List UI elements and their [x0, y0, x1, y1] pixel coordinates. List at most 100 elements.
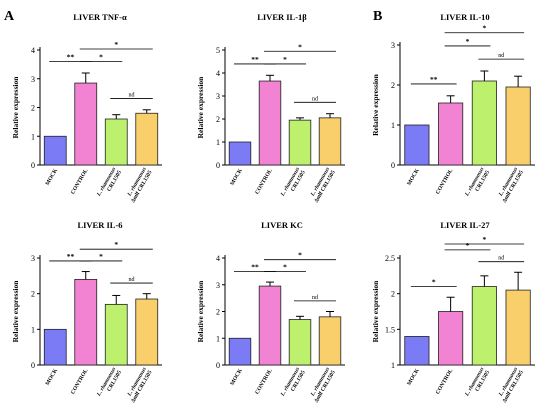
significance-label: * [283, 55, 287, 64]
y-tick-label: 2 [391, 290, 395, 299]
bar-l-rhamnosus-crl1505 [104, 118, 128, 166]
y-tick-label: 2 [31, 290, 35, 299]
bar-l-rhamnosus-mlf-crl1505 [505, 289, 531, 366]
x-tick-label: MOCK [230, 367, 245, 386]
x-tick-label: L. rhamnosus∆mlf CRL1505 [125, 366, 154, 404]
y-tick-label: 0 [216, 161, 220, 170]
y-tick-label: 1 [31, 132, 35, 141]
significance-label: * [483, 24, 487, 33]
y-tick-label: 0 [391, 161, 395, 170]
bar-control [258, 285, 282, 366]
y-tick-label: 3 [31, 254, 35, 263]
y-tick-label: 4 [31, 46, 35, 55]
x-tick-label: L. rhamnosusCRL1505 [464, 166, 491, 201]
y-tick-label: 3 [31, 75, 35, 84]
x-tick-label: CONTROL [435, 168, 454, 196]
chart-liver-il-10: LIVER IL-10 Relative expression 0 1 2 3 MOCK CO… [371, 12, 535, 204]
bar-l-rhamnosus-crl1505 [471, 286, 497, 366]
y-axis-label: Relative expression [196, 280, 205, 343]
y-tick-label: 1.5 [385, 325, 395, 334]
y-tick-label: 3 [216, 92, 220, 101]
chart-liver-tnf: LIVER TNF-α Relative expression 0 1 2 3 4 MOCK C… [11, 12, 162, 204]
bar-mock [404, 336, 430, 366]
bar-l-rhamnosus-crl1505 [471, 80, 497, 166]
bar-l-rhamnosus-crl1505 [104, 303, 128, 366]
y-tick-label: 1 [216, 334, 220, 343]
significance-label: ** [430, 75, 438, 84]
significance-label: * [466, 241, 470, 250]
x-tick-label: L. rhamnosus∆mlf CRL1505 [308, 166, 337, 204]
y-tick-label: 2.5 [385, 254, 395, 263]
bar-mock [228, 141, 252, 166]
x-tick-label: L. rhamnosus∆mlf CRL1505 [308, 366, 337, 404]
y-tick-label: 0 [31, 361, 35, 370]
x-tick-label: MOCK [45, 367, 60, 386]
bar-l-rhamnosus-mlf-crl1505 [505, 86, 531, 166]
chart-title: LIVER KC [261, 220, 303, 230]
significance-label: ** [67, 252, 75, 261]
chart-liver-il-1: LIVER IL-1β Relative expression 0 1 2 3 4 5 MOCK… [196, 12, 345, 204]
y-tick-label: 3 [391, 41, 395, 50]
chart-liver-il-27: LIVER IL-27 Relative expression 1 1.5 2 2.5 MO… [371, 220, 535, 404]
bar-control [74, 278, 98, 366]
significance-label: ** [251, 262, 259, 271]
x-tick-label: L. rhamnosusCRL1505 [96, 366, 123, 401]
significance-label: * [99, 53, 103, 62]
x-tick-label: CONTROL [254, 368, 273, 396]
bar-control [438, 311, 464, 366]
significance-label: * [298, 251, 302, 260]
bar-l-rhamnosus-mlf-crl1505 [318, 117, 342, 166]
significance-label: * [283, 262, 287, 271]
chart-title: LIVER IL-6 [77, 220, 122, 230]
panel-letter-a: A [4, 9, 15, 24]
significance-label: ** [251, 55, 259, 64]
significance-label: * [483, 235, 487, 244]
x-tick-label: L. rhamnosus∆mlf CRL1505 [496, 366, 525, 404]
x-tick-label: CONTROL [70, 168, 89, 196]
y-tick-label: 3 [216, 281, 220, 290]
bar-control [438, 102, 464, 166]
chart-title: LIVER IL-10 [440, 12, 489, 22]
x-tick-label: L. rhamnosusCRL1505 [279, 366, 306, 401]
y-tick-label: 1 [391, 361, 395, 370]
x-tick-label: CONTROL [254, 168, 273, 196]
y-tick-label: 2 [216, 115, 220, 124]
significance-label: nd [129, 277, 135, 283]
significance-label: * [466, 37, 470, 46]
significance-label: nd [498, 256, 504, 262]
y-tick-label: 1 [31, 325, 35, 334]
bar-l-rhamnosus-mlf-crl1505 [135, 112, 159, 166]
significance-label: nd [312, 96, 318, 102]
significance-label: nd [312, 295, 318, 301]
chart-title: LIVER TNF-α [73, 12, 127, 22]
bar-l-rhamnosus-crl1505 [288, 319, 312, 366]
y-tick-label: 4 [216, 254, 220, 263]
x-tick-label: MOCK [406, 367, 421, 386]
bar-mock [404, 124, 430, 166]
significance-label: * [114, 40, 118, 49]
y-tick-label: 1 [391, 121, 395, 130]
bar-control [258, 80, 282, 166]
x-tick-label: MOCK [406, 167, 421, 186]
significance-label: nd [498, 53, 504, 59]
x-tick-label: L. rhamnosus∆mlf CRL1505 [496, 166, 525, 204]
bar-mock [228, 337, 252, 366]
y-tick-label: 2 [216, 308, 220, 317]
panel-letter-b: B [373, 9, 382, 24]
significance-label: nd [129, 92, 135, 98]
y-tick-label: 0 [31, 161, 35, 170]
y-tick-label: 5 [216, 46, 220, 55]
bar-mock [43, 135, 67, 166]
significance-label: * [114, 240, 118, 249]
y-axis-label: Relative expression [371, 280, 380, 343]
chart-liver-il-6: LIVER IL-6 Relative expression 0 1 2 3 MOCK CON… [11, 220, 162, 404]
x-tick-label: L. rhamnosus∆mlf CRL1505 [125, 166, 154, 204]
chart-liver-kc: LIVER KC Relative expression 0 1 2 3 4 MOCK CONT… [196, 220, 345, 404]
chart-title: LIVER IL-27 [440, 220, 490, 230]
significance-label: ** [67, 53, 75, 62]
bar-l-rhamnosus-crl1505 [288, 119, 312, 166]
y-axis-label: Relative expression [371, 73, 380, 136]
y-axis-label: Relative expression [196, 76, 205, 139]
bar-l-rhamnosus-mlf-crl1505 [135, 298, 159, 366]
bar-l-rhamnosus-mlf-crl1505 [318, 316, 342, 366]
